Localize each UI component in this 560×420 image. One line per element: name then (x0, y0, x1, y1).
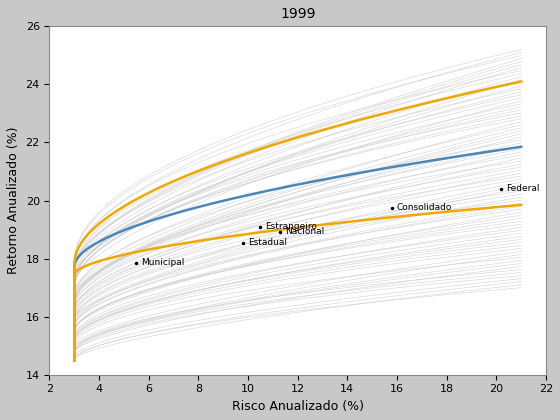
X-axis label: Risco Anualizado (%): Risco Anualizado (%) (232, 400, 363, 413)
Text: Consolidado: Consolidado (397, 203, 452, 212)
Text: Municipal: Municipal (141, 258, 185, 268)
Text: Estadual: Estadual (248, 238, 287, 247)
Text: Federal: Federal (506, 184, 540, 194)
Text: Estrangeiro: Estrangeiro (265, 222, 318, 231)
Title: 1999: 1999 (280, 7, 315, 21)
Y-axis label: Retorno Anualizado (%): Retorno Anualizado (%) (7, 127, 20, 274)
Text: Nacional: Nacional (285, 227, 325, 236)
